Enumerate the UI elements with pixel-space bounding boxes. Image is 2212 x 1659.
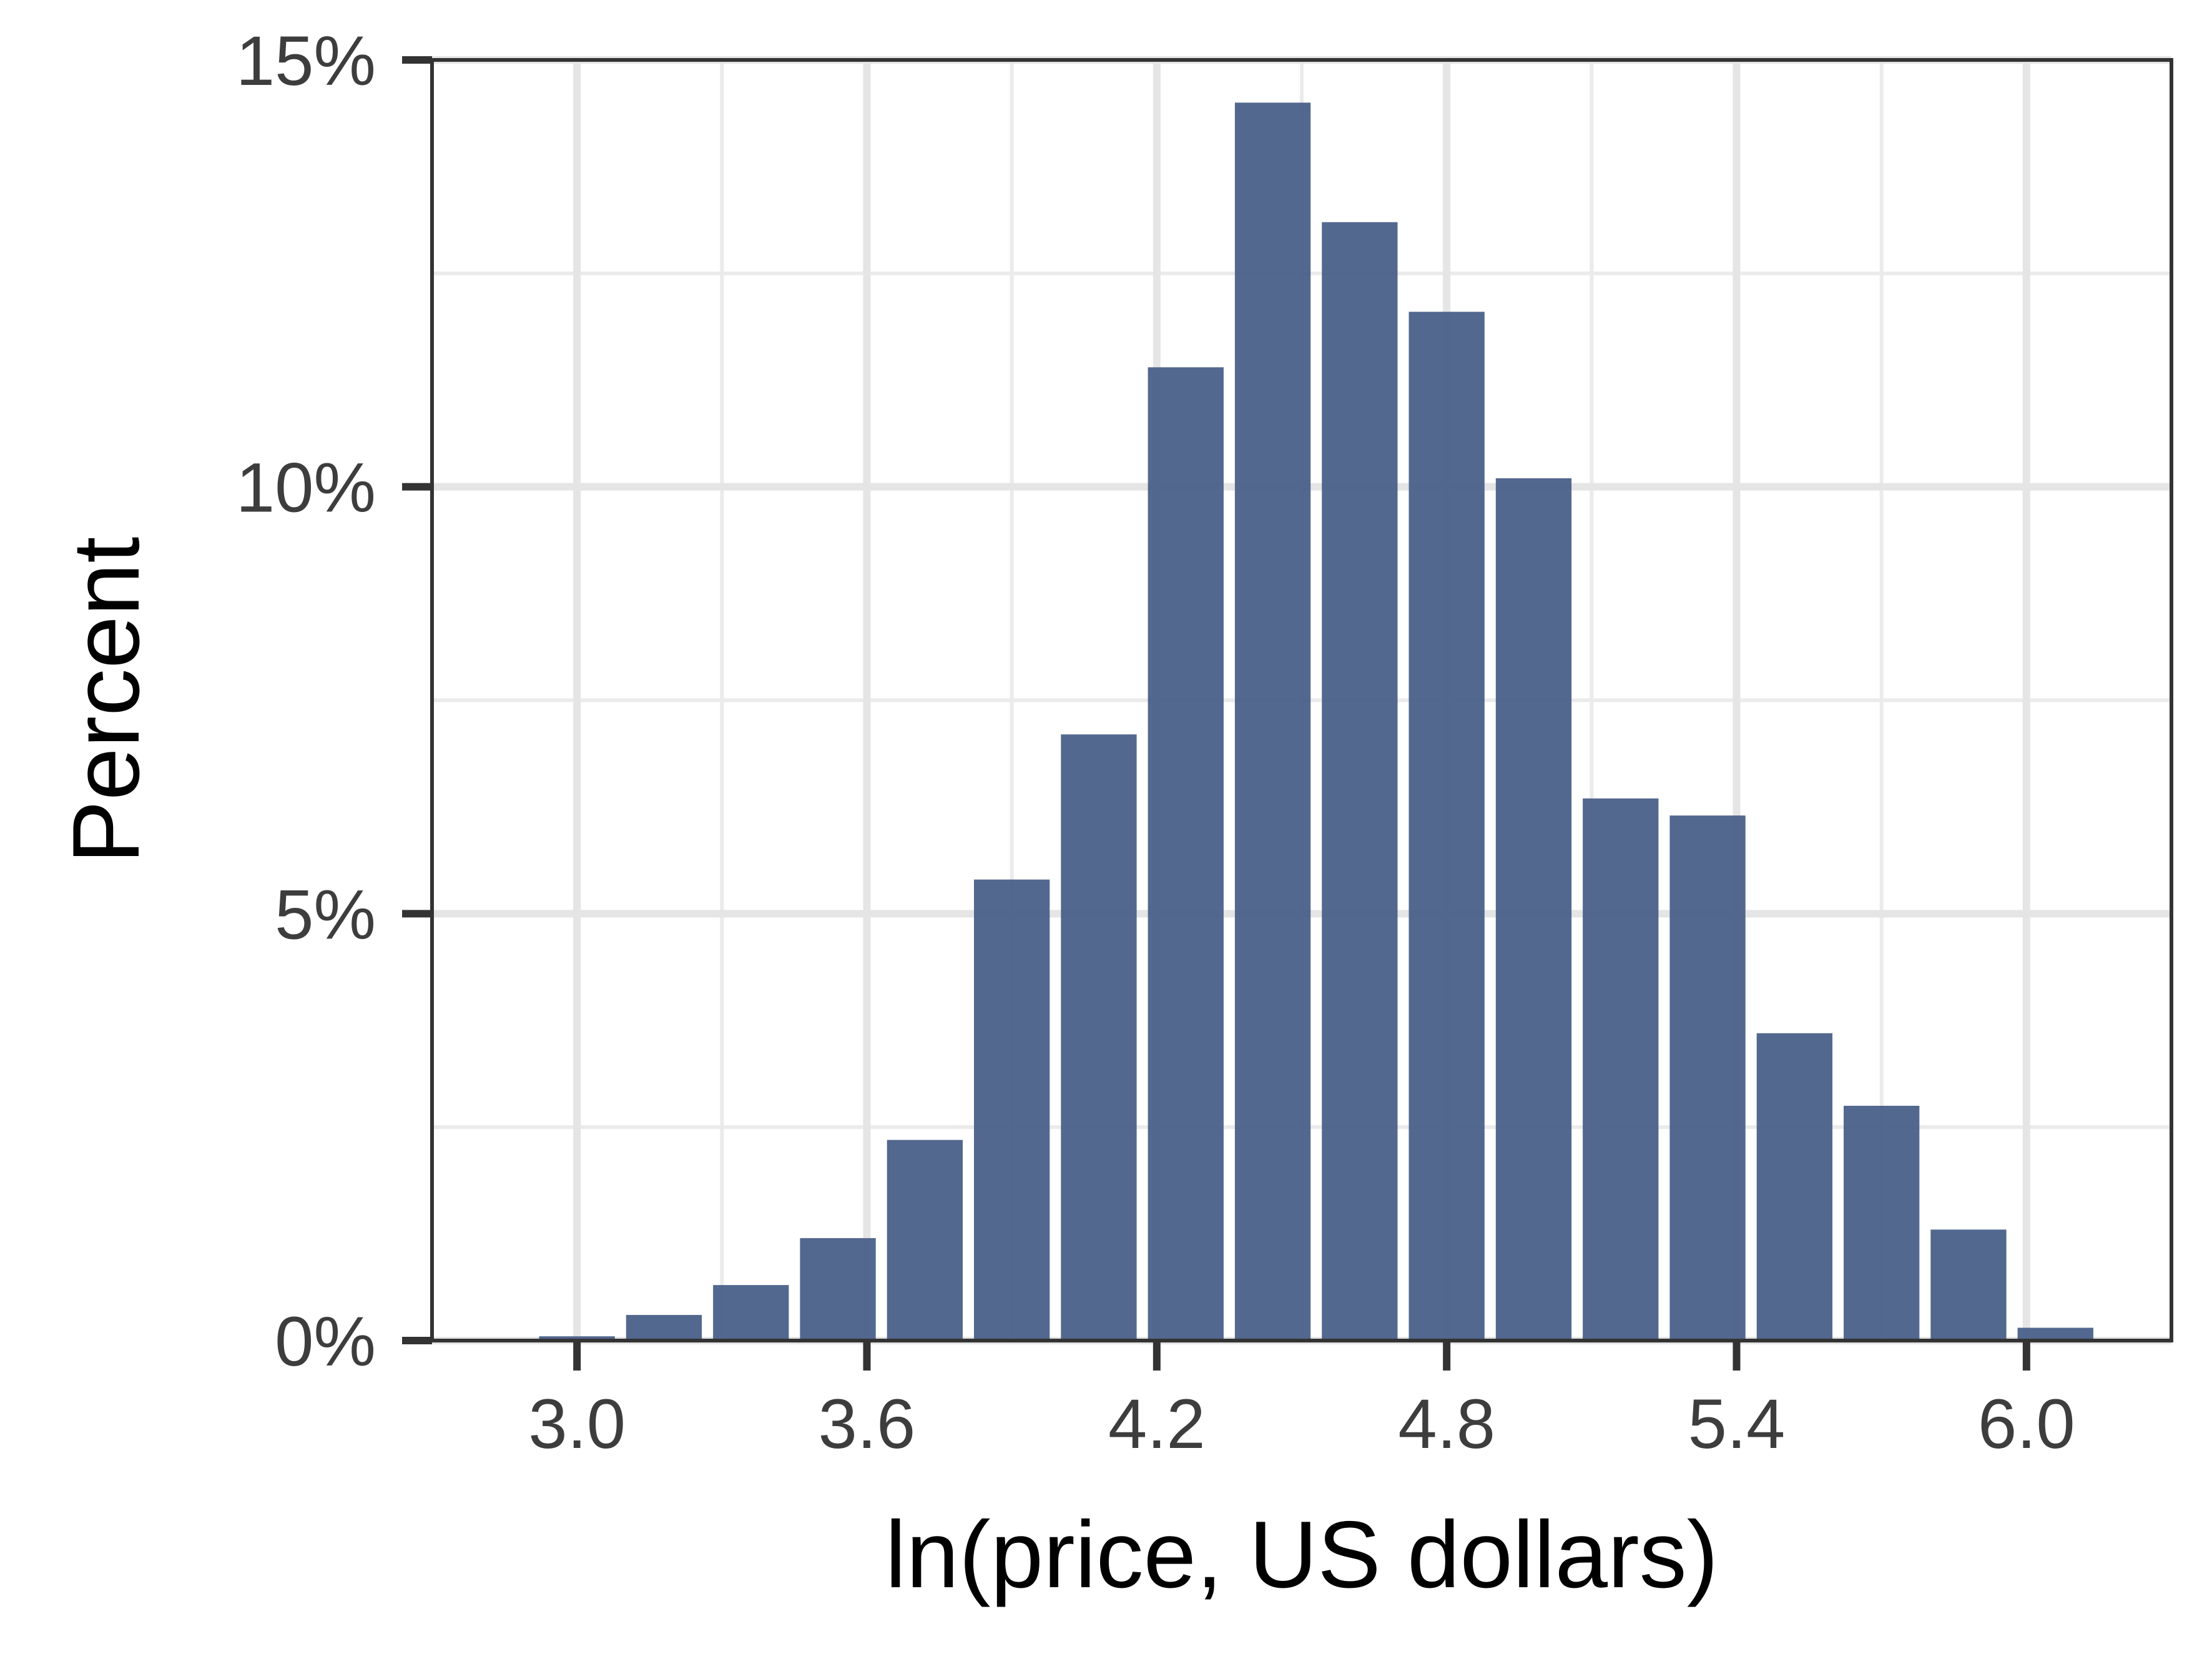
histogram-bar: [2017, 1327, 2093, 1341]
y-tick-label: 0%: [275, 1302, 376, 1381]
histogram-bar: [626, 1314, 702, 1341]
x-tick-label: 5.4: [1688, 1385, 1786, 1463]
y-tick-label: 10%: [236, 449, 376, 527]
histogram-bar: [1234, 102, 1311, 1341]
y-tick-label: 5%: [275, 875, 376, 953]
histogram-bar: [1408, 312, 1485, 1341]
x-tick-label: 4.2: [1108, 1385, 1206, 1463]
x-axis-title: ln(price, US dollars): [885, 1502, 1719, 1608]
histogram-bar: [887, 1140, 963, 1341]
histogram-bar: [1495, 478, 1572, 1341]
plot-frame: [430, 58, 2173, 1342]
histogram-bar: [974, 879, 1050, 1341]
x-axis: 3.0 3.6 4.2 4.8 5.4 6.0: [528, 1341, 2075, 1463]
y-axis: 0% 5% 10% 15%: [236, 22, 432, 1381]
histogram-bar: [1930, 1229, 2007, 1341]
x-tick-label: 3.6: [818, 1385, 916, 1463]
histogram-bar: [713, 1285, 789, 1341]
y-axis-title: Percent: [53, 537, 159, 864]
histogram-bar: [1322, 222, 1398, 1341]
histogram-bar: [800, 1238, 876, 1341]
y-tick-label: 15%: [236, 22, 376, 100]
x-tick-label: 3.0: [528, 1385, 626, 1463]
histogram-bar: [1756, 1033, 1833, 1341]
plot-border: [430, 58, 2173, 1342]
histogram-bar: [1061, 734, 1137, 1341]
histogram-bar: [539, 1336, 615, 1341]
histogram-bars: [539, 102, 2093, 1341]
histogram-bar: [1844, 1105, 1920, 1341]
x-tick-label: 6.0: [1978, 1385, 2075, 1463]
histogram-bar: [1148, 367, 1224, 1341]
x-tick-label: 4.8: [1398, 1385, 1495, 1463]
histogram-bar: [1583, 798, 1659, 1341]
histogram-bar: [1669, 815, 1746, 1341]
